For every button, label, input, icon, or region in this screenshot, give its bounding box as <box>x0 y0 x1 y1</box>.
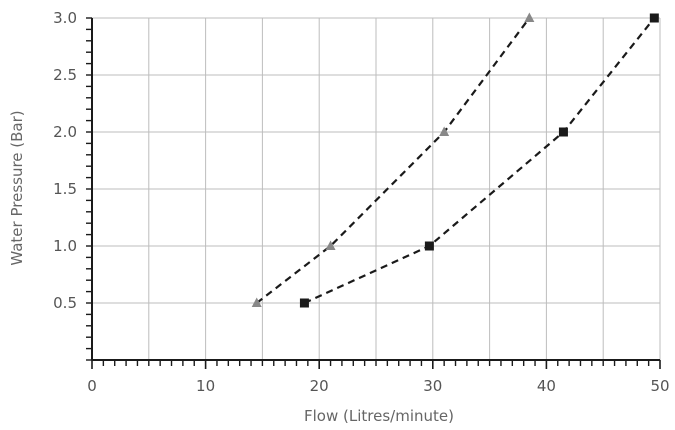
x-axis-label: Flow (Litres/minute) <box>304 407 454 425</box>
series-layer <box>251 12 659 308</box>
y-tick-label: 0.5 <box>53 294 77 312</box>
x-tick-label: 30 <box>423 377 442 395</box>
data-point-square <box>558 127 568 137</box>
y-axis-label: Water Pressure (Bar) <box>8 110 26 265</box>
x-tick-label: 0 <box>87 377 97 395</box>
data-point-square <box>649 13 659 23</box>
x-tick-label: 20 <box>310 377 329 395</box>
data-point-triangle <box>439 126 450 136</box>
data-series <box>299 13 659 308</box>
data-point-triangle <box>325 240 336 250</box>
y-tick-label: 1.0 <box>53 237 77 255</box>
data-point-triangle <box>524 12 535 22</box>
series-line <box>256 17 531 304</box>
data-point-square <box>299 298 309 308</box>
x-tick-label: 40 <box>537 377 556 395</box>
tick-labels: 0 10 20 30 40 50 0.5 1.0 1.5 2.0 2.5 3.0 <box>53 9 669 395</box>
y-tick-label: 2.0 <box>53 123 77 141</box>
data-point-triangle <box>251 297 262 307</box>
y-tick-label: 1.5 <box>53 180 77 198</box>
y-tick-label: 2.5 <box>53 66 77 84</box>
grid <box>92 17 661 360</box>
x-tick-label: 50 <box>650 377 669 395</box>
data-point-square <box>424 241 434 251</box>
x-tick-label: 10 <box>196 377 215 395</box>
data-series <box>251 12 535 307</box>
y-tick-label: 3.0 <box>53 9 77 27</box>
axes <box>86 17 661 369</box>
series-line <box>303 17 656 305</box>
